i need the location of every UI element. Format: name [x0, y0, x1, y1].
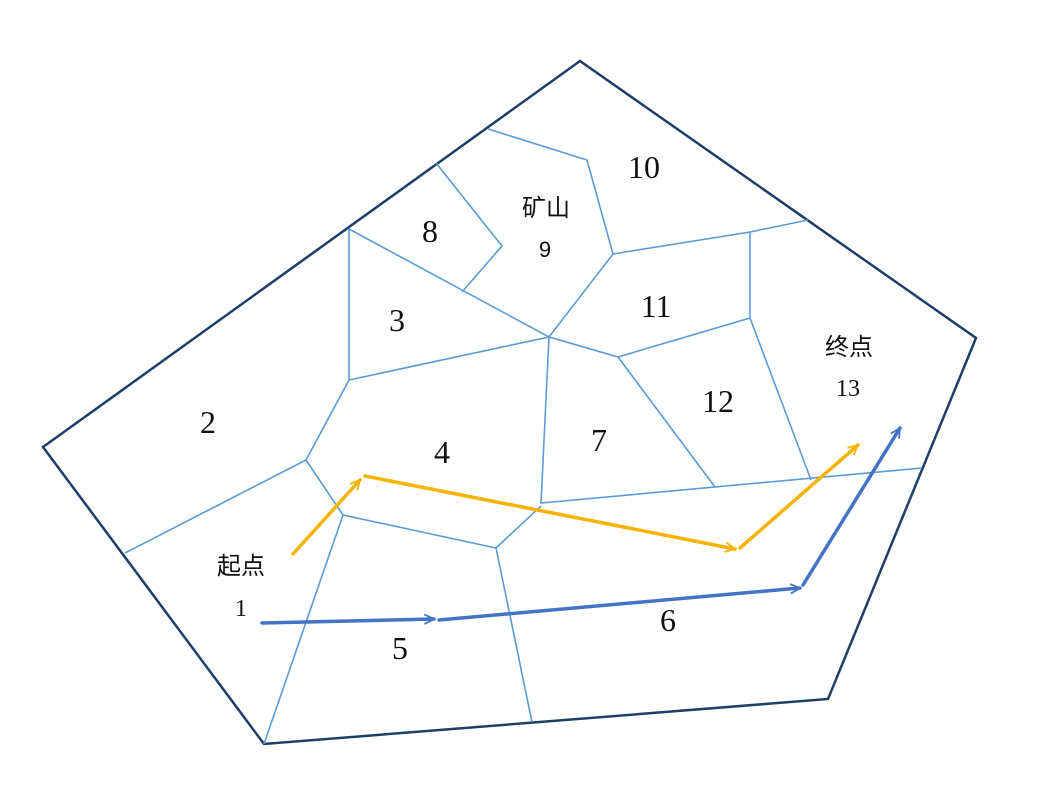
boundary-line: [749, 317, 812, 481]
start-label: 起点: [217, 552, 265, 580]
blue-route: [260, 426, 902, 623]
yellow-route: [291, 443, 860, 556]
boundary-line: [263, 514, 344, 745]
inner-boundaries: [124, 128, 923, 745]
region-label-9: 9: [539, 237, 551, 262]
region-label-3: 3: [389, 302, 405, 338]
region-label-8: 8: [422, 213, 438, 249]
region-label-1: 1: [235, 596, 247, 622]
outer-boundary: [41, 59, 978, 746]
region-label-2: 2: [200, 404, 216, 440]
yellow-route-arrow-2: [363, 474, 735, 549]
blue-route-arrow-1: [260, 619, 436, 623]
region-label-4: 4: [434, 434, 450, 470]
region-label-7: 7: [591, 422, 607, 458]
region-label-6: 6: [660, 602, 676, 638]
boundary-line: [305, 459, 542, 549]
boundary-line: [495, 547, 533, 723]
blue-route-arrow-2: [437, 588, 802, 622]
region-label-10: 10: [628, 149, 660, 185]
region-label-11: 11: [641, 288, 672, 324]
boundary-line: [435, 162, 504, 293]
region-label-12: 12: [702, 383, 734, 419]
mine-label: 矿山: [522, 194, 570, 222]
blue-route-arrow-3: [801, 426, 902, 587]
end-label: 终点: [825, 333, 873, 361]
boundary-line: [487, 128, 809, 255]
yellow-route-arrow-3: [738, 443, 860, 550]
boundary-line: [617, 356, 716, 488]
region-label-5: 5: [392, 630, 408, 666]
region-label-13: 13: [836, 376, 860, 402]
yellow-route-arrow-1: [291, 478, 362, 556]
boundary-line: [540, 336, 923, 504]
